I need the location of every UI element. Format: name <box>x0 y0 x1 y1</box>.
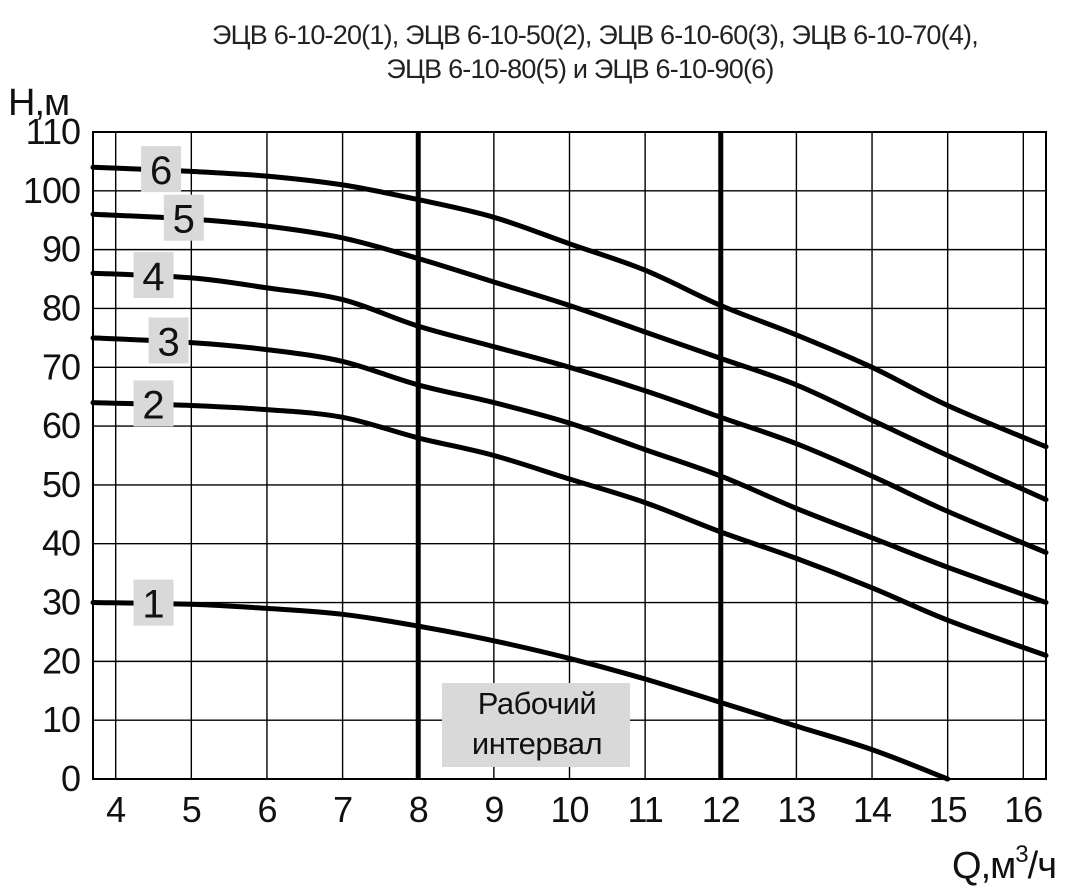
curves <box>90 164 1049 782</box>
curve-label-box-2 <box>133 380 174 427</box>
curve-6 <box>90 164 1049 450</box>
grid <box>93 131 1046 780</box>
curve-label-box-1 <box>133 579 174 626</box>
curve-label-6: 6 <box>150 149 172 193</box>
curve-label-box-4 <box>133 252 174 299</box>
curve-2 <box>90 400 1049 658</box>
x-axis-label: Q,м3/ч <box>952 841 1056 887</box>
curve-label-1: 1 <box>142 583 164 627</box>
y-tick-label-80: 80 <box>42 287 80 328</box>
y-tick-label-10: 10 <box>42 699 80 740</box>
curve-4 <box>90 270 1049 555</box>
y-tick-label-0: 0 <box>61 758 80 799</box>
x-tick-label-15: 15 <box>929 789 967 830</box>
x-tick-label-6: 6 <box>257 789 276 830</box>
working-interval-lines <box>415 132 724 779</box>
x-tick-label-13: 13 <box>777 789 815 830</box>
x-tick-label-11: 11 <box>627 789 662 830</box>
y-tick-label-30: 30 <box>42 582 80 623</box>
curve-5 <box>90 211 1049 503</box>
x-tick-label-5: 5 <box>182 789 201 830</box>
y-tick-labels: 0 10 20 30 40 50 60 70 80 90 100 110 <box>23 111 81 799</box>
y-tick-label-70: 70 <box>42 346 80 387</box>
x-tick-label-4: 4 <box>106 789 125 830</box>
y-tick-label-100: 100 <box>23 170 80 211</box>
x-tick-label-16: 16 <box>1004 789 1042 830</box>
curve-label-3: 3 <box>158 320 180 364</box>
curve-labels: 1 2 3 456 <box>133 146 204 627</box>
working-interval-label-line-1: Рабочий <box>478 686 597 721</box>
curve-label-5: 5 <box>173 198 195 242</box>
curve-label-box-3 <box>148 317 189 364</box>
chart-title: ЭЦВ 6-10-20(1), ЭЦВ 6-10-50(2), ЭЦВ 6-10… <box>212 20 979 84</box>
plot-area-frame <box>92 131 1047 780</box>
x-tick-label-8: 8 <box>409 789 428 830</box>
working-interval-label-line-2: интервал <box>472 726 602 761</box>
x-axis-label-suffix: /ч <box>1028 845 1056 887</box>
x-tick-label-14: 14 <box>853 789 891 830</box>
x-tick-label-10: 10 <box>550 789 588 830</box>
working-interval-label-box <box>442 683 630 767</box>
y-tick-label-110: 110 <box>26 111 80 152</box>
curve-label-box-5 <box>163 194 204 241</box>
chart-title-line-1: ЭЦВ 6-10-20(1), ЭЦВ 6-10-50(2), ЭЦВ 6-10… <box>212 20 978 50</box>
x-axis-label-main: Q,м <box>952 845 1015 887</box>
chart-title-line-2: ЭЦВ 6-10-80(5) и ЭЦВ 6-10-90(6) <box>386 54 773 84</box>
curve-1 <box>90 600 951 782</box>
y-axis-label: Н,м <box>8 82 69 124</box>
curve-label-box-6 <box>141 146 182 193</box>
x-tick-label-12: 12 <box>702 789 740 830</box>
x-axis-label-superscript: 3 <box>1015 841 1028 868</box>
y-tick-label-20: 20 <box>42 640 80 681</box>
x-tick-label-7: 7 <box>333 789 352 830</box>
curve-label-4: 4 <box>142 255 164 299</box>
curve-label-2: 2 <box>142 383 164 427</box>
y-tick-label-50: 50 <box>42 464 80 505</box>
y-tick-label-60: 60 <box>42 405 80 446</box>
x-tick-label-9: 9 <box>484 789 503 830</box>
x-tick-labels: 4 5 6 7 8 9 10 11 12 13 14 15 16 <box>106 789 1043 830</box>
y-tick-label-90: 90 <box>42 229 80 270</box>
working-interval-label: Рабочий интервал <box>442 683 630 767</box>
curve-3 <box>90 335 1049 605</box>
y-tick-label-40: 40 <box>42 523 80 564</box>
